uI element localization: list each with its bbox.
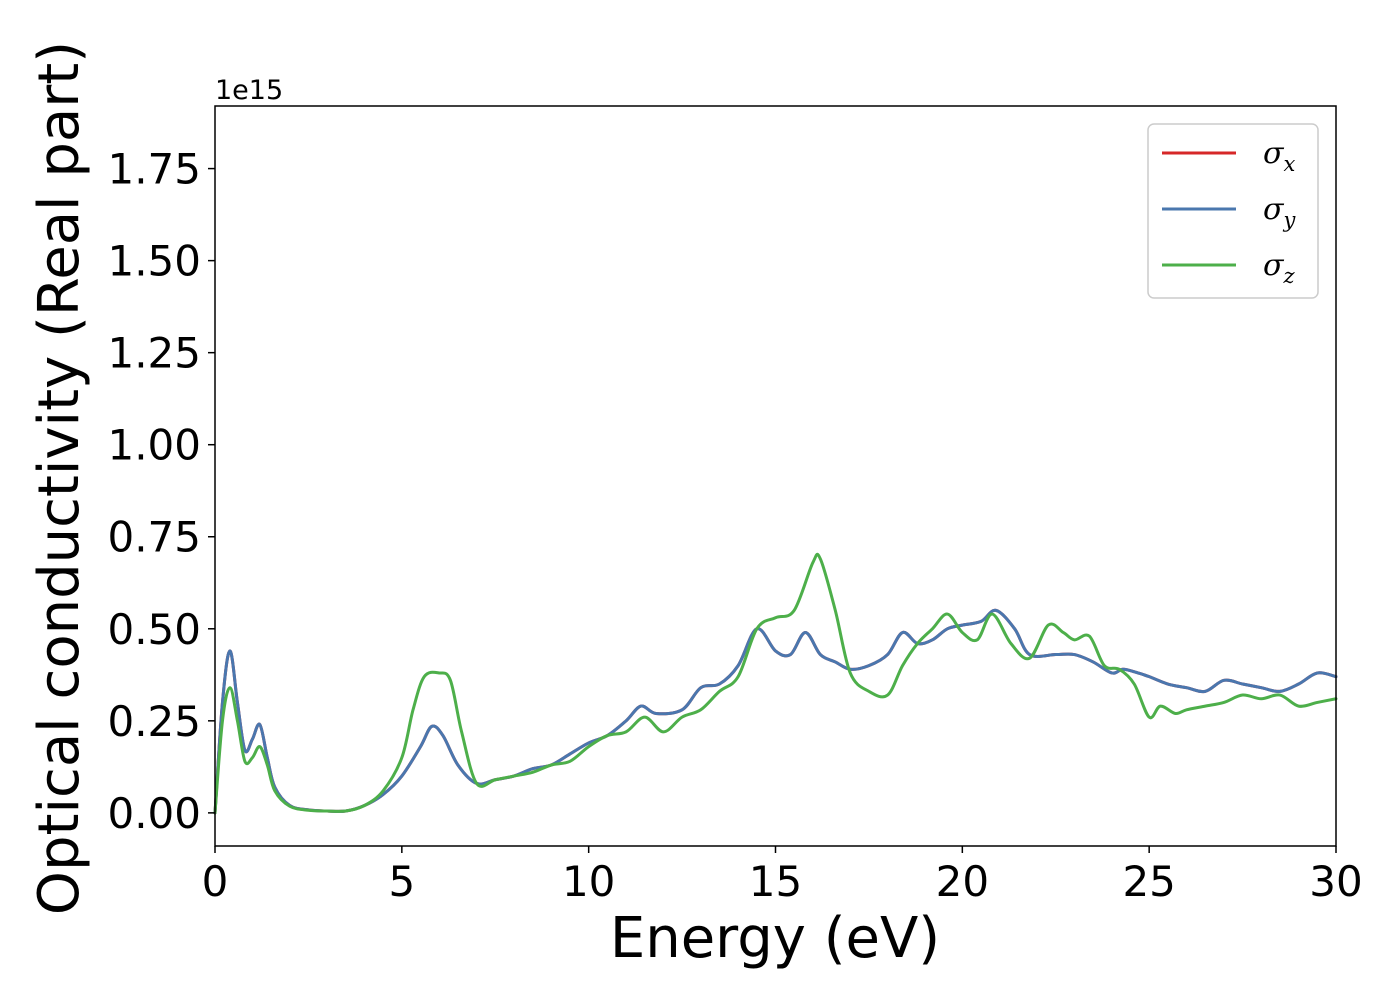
y-tick-label: 1.25 [107, 329, 201, 378]
legend-label-x: σx [1263, 136, 1295, 176]
y-tick-label: 1.00 [107, 421, 201, 470]
x-tick-label: 15 [749, 857, 802, 906]
legend: σx σy σz [1147, 123, 1319, 299]
x-tick-label: 25 [1122, 857, 1175, 906]
y-offset-text: 1e15 [215, 75, 283, 106]
y-tick-label: 1.50 [107, 237, 201, 286]
x-tick-label: 0 [202, 857, 229, 906]
y-axis-title: Optical conductivity (Real part) [27, 41, 92, 915]
y-tick-label: 0.75 [107, 513, 201, 562]
y-tick-label: 0.00 [107, 789, 201, 838]
series-line-z [213, 552, 1338, 815]
x-tick-label: 5 [388, 857, 415, 906]
legend-items: σx σy σz [1162, 136, 1296, 288]
x-axis-title: Energy (eV) [610, 906, 940, 971]
y-tick-label: 0.25 [107, 697, 201, 746]
legend-label-z: σz [1263, 248, 1295, 288]
x-tick-label: 30 [1309, 857, 1362, 906]
y-tick-label: 1.75 [107, 145, 201, 194]
y-tick-label: 0.50 [107, 605, 201, 654]
x-tick-label: 20 [936, 857, 989, 906]
legend-box [1147, 123, 1319, 299]
series-layer [213, 552, 1338, 815]
x-tick-label: 10 [562, 857, 615, 906]
tick-layer: 0 5 10 15 20 25 30 0.00 0.25 0.50 0.75 1.00 1.25 1.50… [107, 145, 1362, 906]
legend-label-y: σy [1263, 192, 1296, 232]
